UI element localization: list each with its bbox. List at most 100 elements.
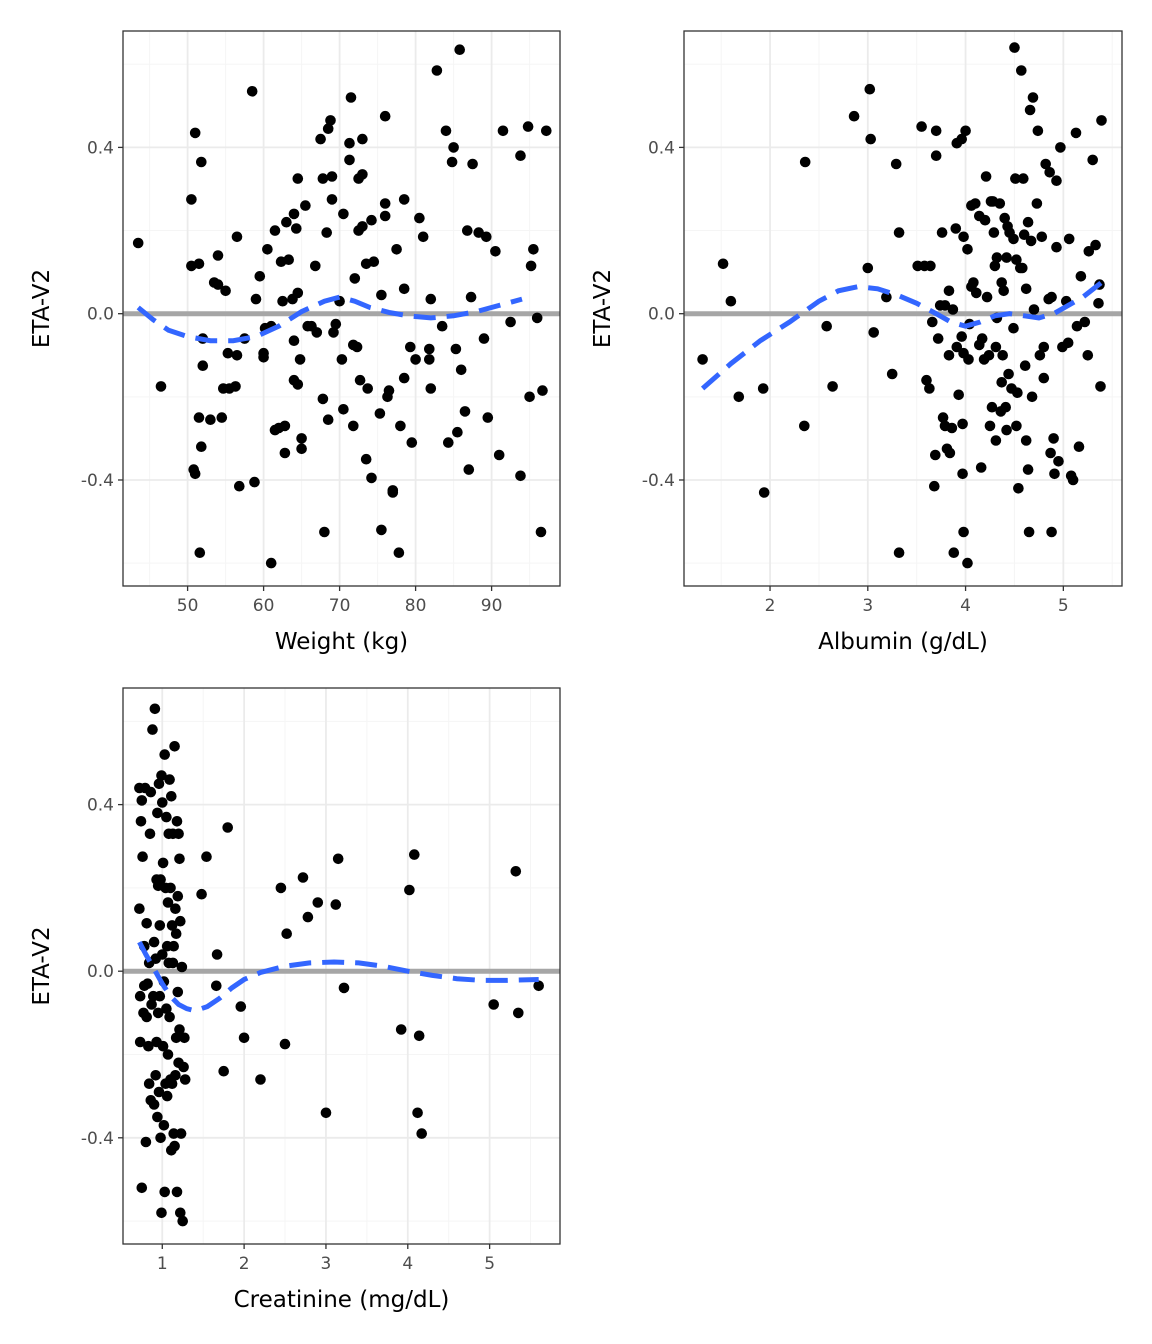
data-point (157, 797, 168, 808)
data-point (925, 260, 936, 272)
data-point (249, 476, 260, 488)
data-point (174, 853, 185, 865)
data-point (387, 487, 399, 498)
data-point (725, 295, 737, 307)
data-point (937, 412, 949, 423)
data-point (152, 1111, 163, 1123)
data-point (179, 1032, 190, 1044)
data-point (330, 899, 342, 910)
data-point (275, 882, 287, 894)
data-point (497, 125, 509, 137)
data-point (424, 354, 435, 365)
data-point (440, 125, 452, 137)
panel-border (122, 687, 561, 1245)
data-point (1044, 167, 1055, 178)
data-point (956, 133, 967, 145)
data-point (1090, 239, 1101, 251)
data-point (300, 200, 311, 211)
x-axis-title: Creatinine (mg/dL) (234, 1287, 450, 1313)
panel-1: 50 60 70 80 90 -0.4 0.0 0.4 Weight (kg) ETA-V2 (29, 30, 561, 655)
data-point (348, 420, 359, 432)
data-point (990, 341, 1002, 353)
data-point (1038, 372, 1050, 384)
data-point (136, 1182, 148, 1194)
data-point (171, 816, 183, 827)
data-point (948, 547, 960, 558)
data-point (1003, 368, 1014, 380)
data-point (980, 171, 992, 182)
data-point (168, 940, 179, 952)
data-point (1022, 216, 1034, 228)
data-point (505, 316, 516, 328)
data-point (196, 156, 207, 168)
data-point (166, 1078, 178, 1089)
data-point (929, 480, 940, 492)
data-point (336, 354, 348, 365)
data-point (930, 449, 941, 461)
y-tick-label: 0.0 (648, 305, 675, 325)
data-point (962, 244, 973, 255)
data-point (154, 990, 166, 1002)
data-point (1017, 262, 1028, 274)
data-point (758, 487, 770, 498)
data-point (254, 271, 266, 282)
data-point (996, 377, 1007, 388)
data-point (357, 169, 368, 180)
data-point (406, 437, 418, 448)
data-point (155, 381, 167, 392)
data-point (950, 223, 962, 234)
data-point (1062, 337, 1074, 349)
data-point (196, 441, 207, 453)
data-point (927, 316, 938, 328)
data-point (524, 391, 535, 403)
data-point (452, 426, 463, 438)
data-point (1027, 92, 1039, 103)
y-tick-label: 0.0 (87, 305, 114, 325)
data-point (153, 1086, 165, 1098)
data-point (416, 1128, 428, 1139)
y-tick-label: -0.4 (81, 471, 114, 491)
data-point (395, 1024, 407, 1035)
data-point (134, 903, 145, 914)
data-point (446, 156, 458, 168)
data-point (140, 1136, 152, 1148)
data-point (196, 888, 207, 900)
panel-2: 2 3 4 5 -0.4 0.0 0.4 Albumin (g/dL) ETA-V2 (590, 30, 1123, 655)
data-point (991, 252, 1003, 263)
data-point (322, 414, 334, 426)
data-point (1018, 229, 1030, 240)
data-point (157, 1040, 169, 1052)
data-point (465, 291, 477, 303)
data-point (344, 154, 355, 166)
data-point (159, 749, 170, 760)
data-point (921, 374, 932, 386)
data-point (1048, 433, 1059, 444)
y-tick-label: 0.4 (87, 138, 114, 158)
data-point (132, 237, 144, 249)
data-point (983, 350, 995, 361)
data-point (155, 1132, 166, 1144)
data-point (143, 1078, 155, 1089)
data-point (398, 194, 410, 205)
data-point (1096, 115, 1107, 126)
data-point (697, 354, 708, 365)
data-point (1040, 158, 1051, 170)
data-point (757, 383, 769, 394)
data-point (167, 957, 179, 969)
smooth-line (700, 280, 1104, 391)
data-point (916, 121, 927, 132)
data-point (525, 260, 537, 272)
data-point (412, 1107, 423, 1119)
data-point (459, 406, 471, 417)
data-point (405, 341, 416, 353)
data-point (1095, 381, 1106, 392)
data-point (292, 379, 304, 390)
data-point (1020, 435, 1032, 446)
x-tick-label: 2 (239, 1254, 250, 1274)
data-point (862, 262, 874, 274)
data-point (1022, 464, 1034, 475)
data-point (1034, 350, 1046, 361)
data-point (147, 724, 158, 735)
data-point (481, 231, 492, 243)
data-point (296, 443, 307, 455)
